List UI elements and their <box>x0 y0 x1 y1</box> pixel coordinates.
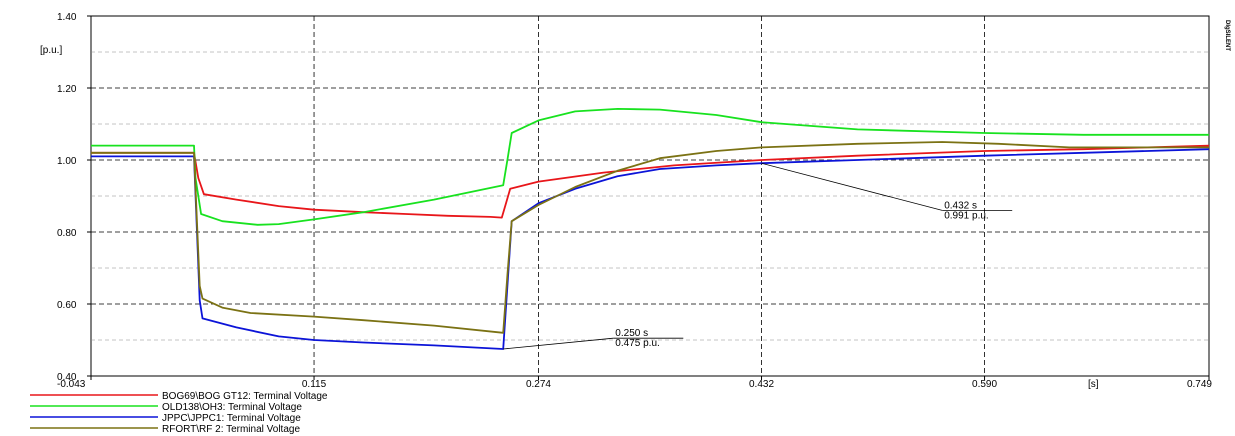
series-lines <box>91 108 1210 350</box>
x-axis-unit: [s] <box>1088 379 1099 390</box>
series-line-1 <box>91 144 1210 219</box>
x-tick-label: 0.590 <box>972 379 997 390</box>
y-tick-label: 1.00 <box>57 156 77 167</box>
annotation-leader <box>761 162 943 211</box>
y-axis-unit: [p.u.] <box>40 45 62 56</box>
y-tick-label: 0.60 <box>57 300 77 311</box>
plot-frame <box>90 15 1210 377</box>
x-tick-label: 0.432 <box>749 379 774 390</box>
x-tick-label: 0.749 <box>1187 379 1212 390</box>
legend: BOG69\BOG GT12: Terminal VoltageOLD138\O… <box>30 391 328 435</box>
y-tick-label: 0.80 <box>57 228 77 239</box>
y-tick-label: 1.40 <box>57 12 77 23</box>
y-tick-label: 1.20 <box>57 84 77 95</box>
y-tick-label: 0.40 <box>57 372 77 383</box>
y-axis-ticks: 0.40 0.60 0.80 1.00 1.20 1.40 <box>57 12 91 383</box>
x-tick-label: 0.274 <box>526 379 551 390</box>
series-line-2 <box>91 108 1209 226</box>
x-axis-ticks: -0.043 0.115 0.274 0.432 0.590 0.749 <box>57 376 1212 390</box>
grid <box>91 16 1209 376</box>
series-line-3 <box>91 148 1210 350</box>
annotation-value: 0.475 p.u. <box>615 338 659 349</box>
annotation-time: 0.250 s <box>615 328 648 339</box>
legend-label: JPPC\JPPC1: Terminal Voltage <box>162 413 301 424</box>
x-tick-label: 0.115 <box>302 379 327 390</box>
annotation-leader <box>503 337 614 350</box>
series-line-4 <box>91 141 1209 334</box>
legend-label: BOG69\BOG GT12: Terminal Voltage <box>162 391 328 402</box>
annotations: 0.250 s0.475 p.u. 0.432 s0.991 p.u. <box>503 162 1013 350</box>
x-tick-label: -0.043 <box>57 379 86 390</box>
annotation-time: 0.432 s <box>944 200 977 211</box>
brand-logo: DIgSILENT <box>1224 20 1230 51</box>
legend-label: OLD138\OH3: Terminal Voltage <box>162 402 302 413</box>
legend-label: RFORT\RF 2: Terminal Voltage <box>162 424 300 435</box>
annotation-value: 0.991 p.u. <box>944 210 988 221</box>
